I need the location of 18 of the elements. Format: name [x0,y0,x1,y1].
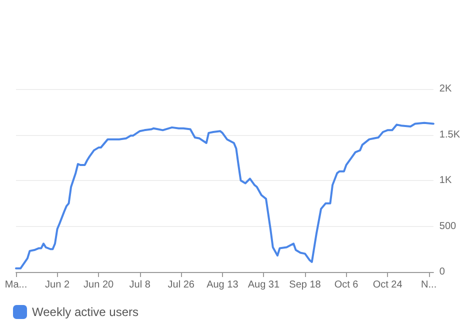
x-tick-label: Sep 18 [289,280,322,290]
line-series [15,122,434,270]
x-tick-label: N... [421,280,437,290]
y-tick-label: 0 [439,266,446,278]
x-tick-label: Jul 26 [168,280,195,290]
y-tick-label: 1.5K [439,129,460,140]
x-tick-label: Oct 6 [334,280,359,290]
x-tick-label: Jun 2 [45,280,70,290]
x-tick-label: Ma... [4,280,28,290]
y-tick-label: 500 [439,220,457,232]
legend-label: Weekly active users [32,305,138,319]
y-tick-label: 2K [439,84,452,94]
x-tick-label: Jun 20 [84,280,114,290]
y-tick-label: 1K [439,175,452,186]
x-tick-label: Aug 13 [206,280,239,290]
x-tick-label: Oct 24 [372,280,403,290]
x-tick-label: Jul 8 [129,280,151,290]
x-tick-label: Aug 31 [248,280,280,290]
